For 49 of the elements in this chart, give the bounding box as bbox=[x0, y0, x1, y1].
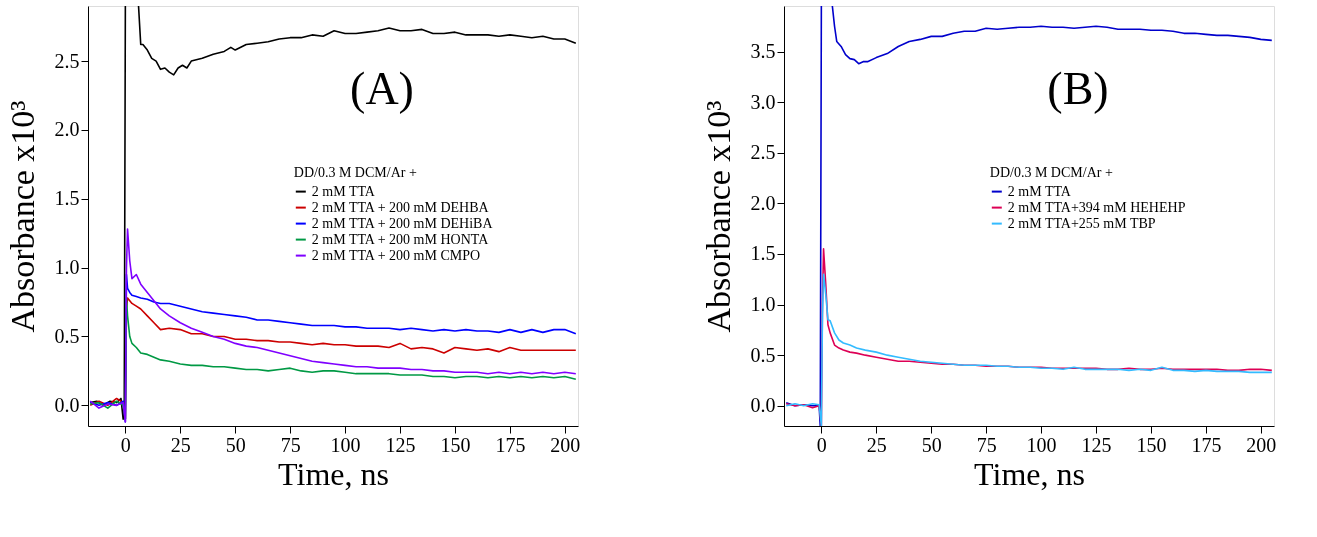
legend-label: 2 mM TTA + 200 mM HONTA bbox=[311, 231, 490, 247]
legend-label: 2 mM TTA+255 mM TBP bbox=[1007, 215, 1156, 231]
line-series bbox=[89, 228, 577, 423]
legend-title: DD/0.3 M DCM/Ar + bbox=[989, 164, 1113, 180]
y-tick-label: 0.5 bbox=[750, 343, 776, 366]
x-tick-label: 0 bbox=[816, 433, 827, 456]
x-tick-label: 25 bbox=[866, 433, 887, 456]
y-tick-label: 3.5 bbox=[750, 40, 776, 63]
x-tick-label: 175 bbox=[495, 433, 526, 456]
x-axis-title: Time, ns bbox=[278, 455, 389, 492]
y-tick-label: 1.5 bbox=[54, 187, 80, 210]
y-tick-label: 1.0 bbox=[54, 256, 80, 279]
y-tick-label: 3.0 bbox=[750, 90, 776, 113]
legend-label: 2 mM TTA bbox=[1007, 183, 1072, 199]
y-tick-label: 1.5 bbox=[750, 242, 776, 265]
x-tick-label: 175 bbox=[1191, 433, 1222, 456]
x-tick-label: 0 bbox=[120, 433, 131, 456]
x-tick-label: 25 bbox=[170, 433, 191, 456]
y-tick-label: 2.5 bbox=[750, 141, 776, 164]
x-tick-label: 75 bbox=[280, 433, 301, 456]
y-tick-label: 1.0 bbox=[750, 293, 776, 316]
x-tick-label: 125 bbox=[385, 433, 416, 456]
x-tick-label: 125 bbox=[1081, 433, 1112, 456]
x-tick-label: 150 bbox=[1136, 433, 1167, 456]
y-tick-label: 0.0 bbox=[750, 394, 776, 417]
y-tick-label: 2.5 bbox=[54, 49, 80, 72]
legend-label: 2 mM TTA+394 mM HEHEHP bbox=[1007, 199, 1186, 215]
legend-title: DD/0.3 M DCM/Ar + bbox=[293, 164, 417, 180]
x-tick-label: 50 bbox=[225, 433, 246, 456]
x-tick-label: 100 bbox=[330, 433, 361, 456]
annotation: (B) bbox=[1047, 63, 1109, 114]
x-axis-title: Time, ns bbox=[974, 455, 1085, 492]
x-tick-label: 100 bbox=[1026, 433, 1057, 456]
legend-label: 2 mM TTA + 200 mM CMPO bbox=[311, 247, 481, 263]
y-axis-title: Absorbance x10³ bbox=[3, 100, 41, 333]
x-tick-label: 150 bbox=[440, 433, 471, 456]
x-tick-label: 50 bbox=[921, 433, 942, 456]
x-tick-label: 200 bbox=[550, 433, 581, 456]
annotation: (A) bbox=[350, 63, 414, 114]
y-tick-label: 2.0 bbox=[54, 118, 80, 141]
y-tick-label: 0.5 bbox=[54, 324, 80, 347]
x-tick-label: 200 bbox=[1246, 433, 1277, 456]
legend-label: 2 mM TTA + 200 mM DEHiBA bbox=[311, 215, 494, 231]
y-tick-label: 0.0 bbox=[54, 393, 80, 416]
x-tick-label: 75 bbox=[976, 433, 997, 456]
legend-label: 2 mM TTA + 200 mM DEHBA bbox=[311, 199, 490, 215]
y-axis-title: Absorbance x10³ bbox=[699, 100, 737, 333]
y-tick-label: 2.0 bbox=[750, 191, 776, 214]
legend-label: 2 mM TTA bbox=[311, 183, 376, 199]
